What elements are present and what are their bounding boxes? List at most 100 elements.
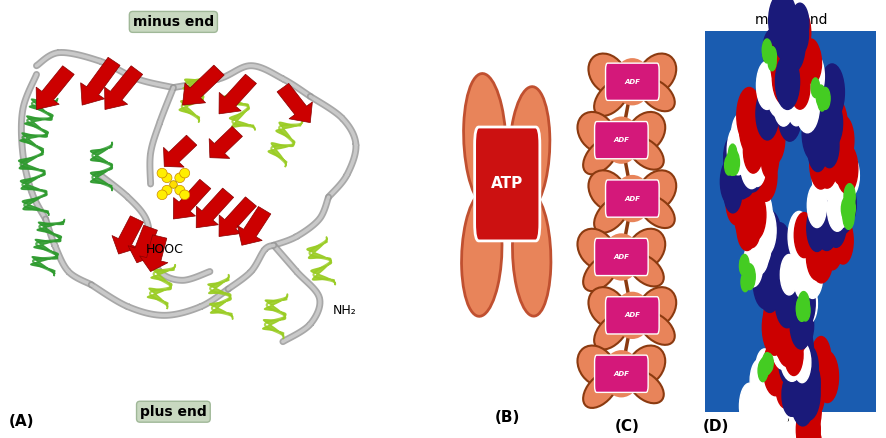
Circle shape bbox=[728, 150, 740, 175]
Circle shape bbox=[781, 358, 803, 408]
Circle shape bbox=[803, 66, 827, 122]
Circle shape bbox=[783, 368, 804, 417]
FancyBboxPatch shape bbox=[595, 238, 649, 276]
Circle shape bbox=[797, 237, 822, 293]
Ellipse shape bbox=[602, 233, 641, 281]
Polygon shape bbox=[20, 98, 58, 154]
Circle shape bbox=[752, 113, 772, 157]
Circle shape bbox=[775, 21, 800, 78]
Circle shape bbox=[790, 250, 808, 291]
Circle shape bbox=[784, 297, 803, 338]
Circle shape bbox=[794, 279, 815, 328]
Circle shape bbox=[782, 267, 803, 314]
Circle shape bbox=[815, 91, 833, 132]
Ellipse shape bbox=[175, 173, 185, 183]
Circle shape bbox=[784, 321, 807, 373]
Circle shape bbox=[763, 43, 772, 63]
Circle shape bbox=[775, 363, 796, 408]
Circle shape bbox=[763, 224, 781, 268]
Circle shape bbox=[844, 195, 855, 221]
Circle shape bbox=[770, 388, 789, 431]
Ellipse shape bbox=[509, 87, 550, 211]
Text: ADF: ADF bbox=[625, 312, 641, 318]
Circle shape bbox=[778, 86, 802, 141]
Circle shape bbox=[740, 257, 748, 275]
Circle shape bbox=[801, 48, 822, 98]
Circle shape bbox=[774, 50, 792, 92]
Circle shape bbox=[720, 159, 741, 205]
Circle shape bbox=[808, 125, 828, 172]
Circle shape bbox=[784, 337, 802, 377]
Circle shape bbox=[756, 87, 779, 140]
Circle shape bbox=[826, 102, 847, 151]
Circle shape bbox=[796, 54, 820, 109]
Circle shape bbox=[773, 57, 792, 99]
Circle shape bbox=[782, 313, 801, 355]
Circle shape bbox=[798, 292, 809, 318]
Text: ADF: ADF bbox=[613, 137, 629, 143]
FancyBboxPatch shape bbox=[595, 355, 649, 392]
Circle shape bbox=[775, 272, 799, 328]
Circle shape bbox=[736, 128, 758, 177]
Text: NH₂: NH₂ bbox=[333, 304, 357, 318]
Circle shape bbox=[743, 210, 766, 261]
Circle shape bbox=[784, 293, 804, 339]
Circle shape bbox=[803, 361, 825, 412]
Circle shape bbox=[757, 244, 781, 300]
Circle shape bbox=[783, 308, 804, 355]
Circle shape bbox=[769, 311, 791, 363]
Circle shape bbox=[803, 354, 825, 406]
Circle shape bbox=[793, 56, 811, 96]
Circle shape bbox=[741, 272, 750, 292]
Text: ADF: ADF bbox=[625, 195, 641, 201]
Polygon shape bbox=[307, 237, 336, 285]
Circle shape bbox=[784, 363, 805, 412]
Ellipse shape bbox=[588, 53, 626, 94]
Circle shape bbox=[740, 254, 749, 276]
Circle shape bbox=[737, 204, 757, 251]
Circle shape bbox=[773, 50, 797, 105]
Circle shape bbox=[803, 251, 823, 298]
Circle shape bbox=[776, 304, 796, 350]
Circle shape bbox=[733, 119, 750, 159]
Ellipse shape bbox=[638, 53, 676, 94]
Circle shape bbox=[793, 57, 813, 105]
Circle shape bbox=[771, 304, 789, 346]
Circle shape bbox=[757, 116, 777, 164]
Circle shape bbox=[739, 99, 764, 155]
Circle shape bbox=[837, 182, 856, 226]
Circle shape bbox=[787, 55, 810, 107]
Circle shape bbox=[758, 109, 779, 155]
Ellipse shape bbox=[627, 346, 665, 386]
Polygon shape bbox=[219, 197, 256, 237]
Circle shape bbox=[778, 10, 803, 65]
Circle shape bbox=[778, 19, 799, 67]
Circle shape bbox=[742, 207, 760, 247]
Ellipse shape bbox=[627, 229, 665, 269]
Circle shape bbox=[733, 155, 752, 199]
Circle shape bbox=[781, 311, 805, 366]
FancyBboxPatch shape bbox=[605, 180, 659, 217]
Circle shape bbox=[793, 343, 811, 383]
Circle shape bbox=[797, 297, 807, 321]
Circle shape bbox=[730, 148, 750, 192]
Circle shape bbox=[784, 7, 802, 48]
Circle shape bbox=[776, 51, 795, 92]
Circle shape bbox=[748, 119, 772, 173]
Circle shape bbox=[773, 0, 797, 47]
Circle shape bbox=[758, 397, 780, 438]
Circle shape bbox=[781, 307, 802, 355]
Circle shape bbox=[836, 144, 858, 194]
Circle shape bbox=[825, 123, 849, 178]
Circle shape bbox=[726, 177, 747, 225]
Circle shape bbox=[779, 16, 797, 59]
Circle shape bbox=[802, 362, 820, 404]
Circle shape bbox=[784, 251, 806, 301]
Text: (A): (A) bbox=[9, 414, 35, 429]
Circle shape bbox=[841, 155, 859, 196]
Circle shape bbox=[781, 290, 805, 346]
Text: plus end: plus end bbox=[761, 411, 820, 425]
Ellipse shape bbox=[613, 58, 651, 106]
Circle shape bbox=[773, 39, 796, 90]
Ellipse shape bbox=[638, 170, 676, 211]
